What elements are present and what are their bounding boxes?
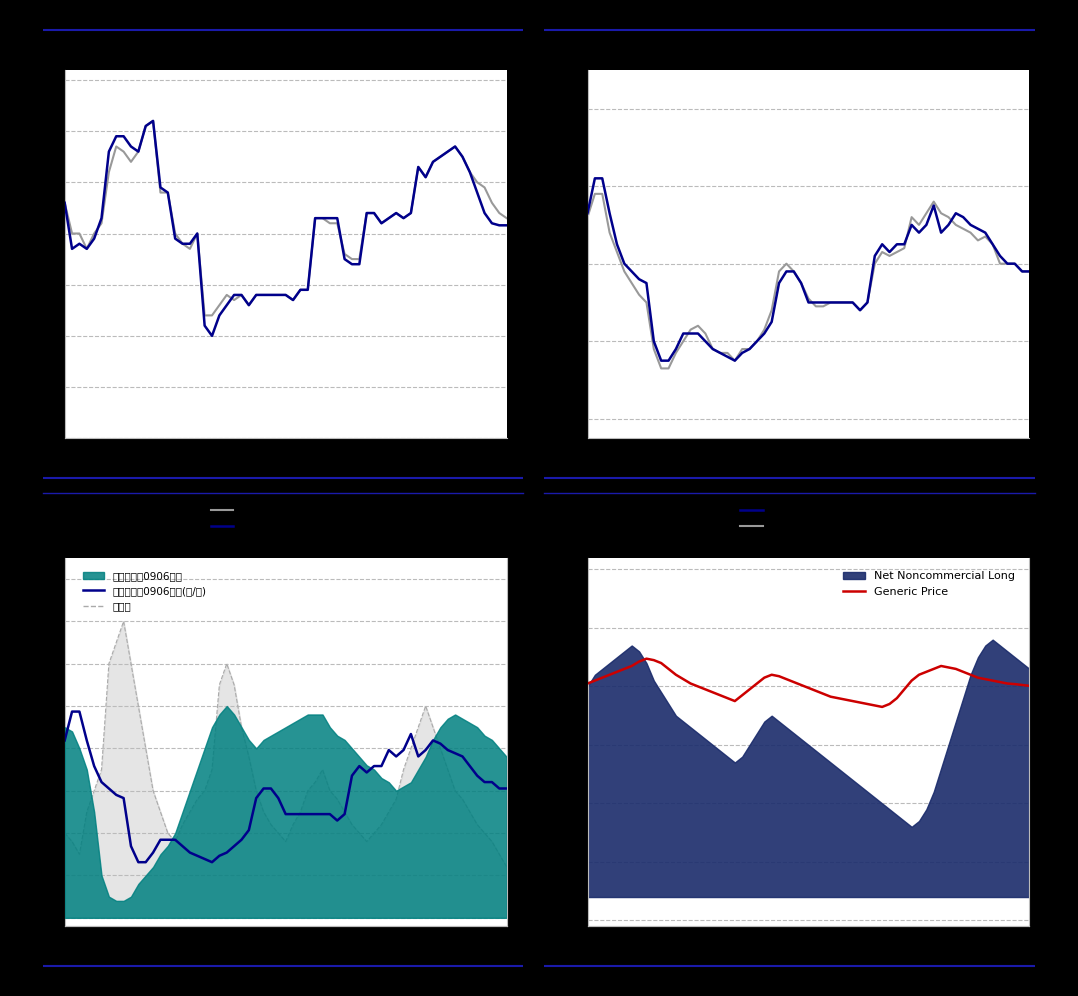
Legend: Net Noncommercial Long, Generic Price: Net Noncommercial Long, Generic Price: [839, 567, 1020, 602]
Legend: Gold Spot Price($/盎司), COMEX黄金连续($/盎司): Gold Spot Price($/盎司), COMEX黄金连续($/盎司): [207, 501, 364, 536]
Text: $/ounce: $/ounce: [535, 541, 579, 551]
Legend: 上期所黄金0906(元/克), 美国现货价格折算成人民币(元/克): 上期所黄金0906(元/克), 美国现货价格折算成人民币(元/克): [736, 501, 881, 536]
Legend: 上期所黄金0906持仓, 上期所黄金0906价格(元/克), 成交量: 上期所黄金0906持仓, 上期所黄金0906价格(元/克), 成交量: [79, 567, 210, 616]
